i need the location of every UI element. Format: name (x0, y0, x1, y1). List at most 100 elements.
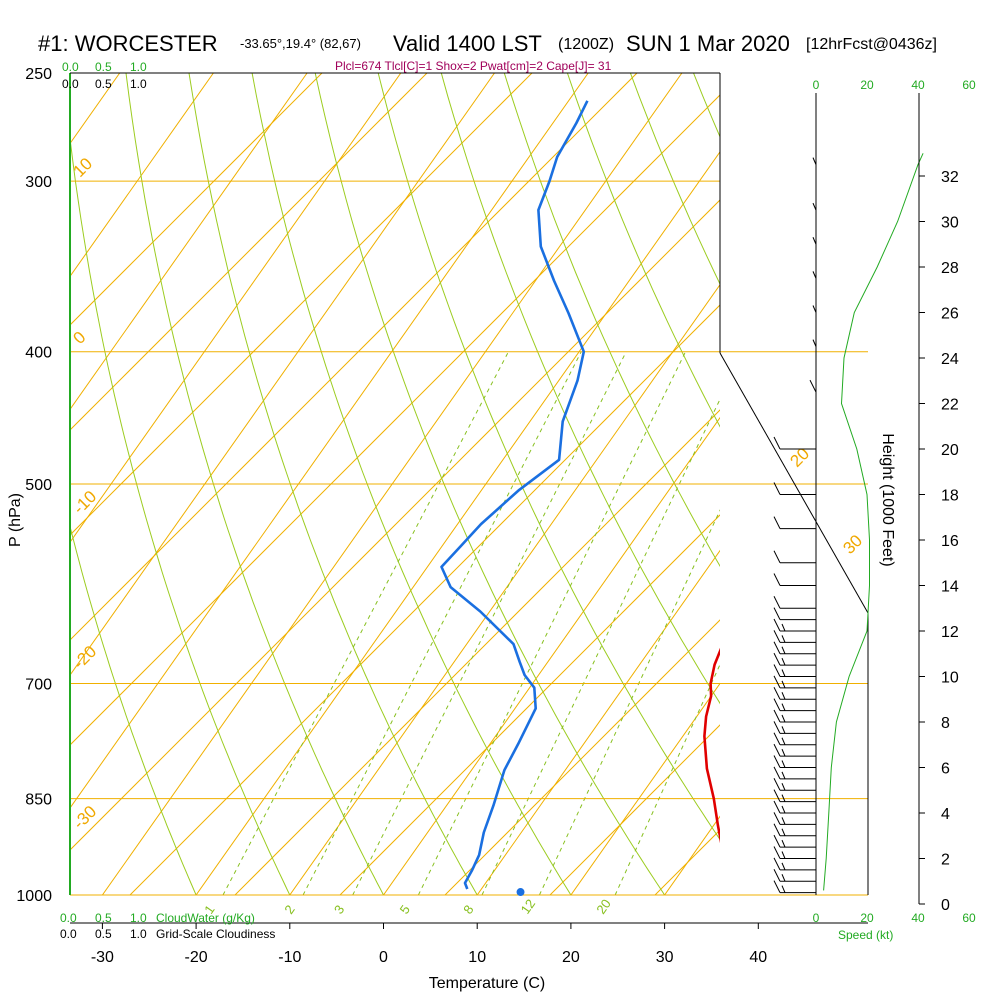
isotherm-cross-line (444, 619, 720, 895)
cloud-water-tick: 0.0 (62, 60, 79, 74)
isotherm-cross-line (70, 73, 323, 326)
wind-barb (773, 596, 816, 609)
wind-barb-half-feather (781, 623, 786, 632)
station-title: #1: WORCESTER (38, 31, 218, 56)
speed-tick-label: 60 (962, 78, 976, 92)
cloudiness-legend: Grid-Scale Cloudiness (156, 927, 275, 941)
wind-barb-feather (773, 550, 781, 563)
wind-speed-line (823, 153, 924, 891)
height-tick-label: 26 (941, 306, 959, 323)
temperature-tick-label: -20 (185, 949, 208, 966)
dry-adiabat (503, 73, 720, 567)
wind-barb (773, 618, 816, 632)
mixing-ratio-line (222, 351, 509, 895)
cloudiness-tick: 0.0 (62, 77, 79, 91)
mixing-ratio-line (417, 351, 686, 895)
wind-barb (773, 607, 816, 621)
speed-tick-label: 40 (911, 911, 925, 925)
wind-barb-feather (773, 823, 781, 836)
wind-barb (773, 880, 816, 894)
isotherm-line (852, 73, 1000, 895)
wind-speed-profile (823, 153, 924, 891)
isotherm-line (476, 549, 720, 895)
dewpoint-surface-point (516, 888, 525, 897)
wind-barb (812, 202, 817, 211)
height-tick-label: 24 (941, 351, 959, 368)
height-tick-label: 8 (941, 715, 950, 732)
dry-adiabat (70, 134, 291, 895)
wind-barb-feather (773, 698, 781, 711)
mixing-ratio-labels: 1 2 3 5 8 12 20 (201, 896, 614, 916)
dry-adiabat (377, 73, 720, 841)
temperature-tick-label: -30 (91, 949, 114, 966)
temperature-tick-label: 20 (562, 949, 580, 966)
wind-barb-feather (773, 641, 781, 654)
wind-barb-feather (773, 880, 781, 893)
dry-adiabat (314, 73, 666, 895)
wind-barb-half-feather (781, 771, 786, 780)
wind-barb-feather (773, 652, 781, 666)
isotherm-label: 20 (786, 444, 813, 471)
isotherm-label: -30 (69, 802, 100, 833)
sounding-profiles (440, 100, 720, 897)
pressure-axis: 250 300 400 500 700 850 1000 (16, 66, 52, 905)
wind-barb-half-feather (781, 635, 786, 643)
isotherm-label: 0 (69, 328, 89, 348)
temperature-axis: -30 -20 -10 0 10 20 30 40 (91, 923, 767, 966)
wind-barb-feather (773, 709, 781, 723)
x-axis-title: Temperature (C) (429, 975, 545, 992)
speed-tick-label: 20 (860, 78, 874, 92)
wind-barb-feather (773, 778, 781, 791)
cloudiness-tick: 1.0 (130, 927, 147, 941)
wind-barb-half-feather (781, 805, 786, 814)
pressure-tick-label: 500 (25, 477, 52, 494)
isotherm-cross-line (549, 724, 720, 895)
pressure-tick-label: 700 (25, 677, 52, 694)
wind-barb-half-feather (781, 862, 786, 871)
temperature-line (703, 647, 720, 844)
valid-time: Valid 1400 LST (393, 31, 542, 56)
wind-barb-half-feather (812, 305, 817, 313)
speed-tick-label: 40 (911, 78, 925, 92)
wind-barb (773, 664, 816, 677)
height-tick-label: 4 (941, 806, 950, 823)
height-tick-label: 18 (941, 488, 959, 505)
cloud-water-tick: 0.5 (95, 60, 112, 74)
station-coords: -33.65°,19.4° (82,67) (240, 36, 361, 51)
wind-barb-half-feather (781, 794, 786, 802)
speed-ticks-top: 0 20 40 60 (813, 78, 976, 92)
wind-barbs (773, 157, 817, 894)
cloud-water-tick: 0.0 (60, 911, 77, 925)
wind-barb-feather (773, 857, 781, 871)
wind-barb-half-feather (812, 202, 817, 211)
wind-barb-feather (773, 618, 781, 632)
wind-barb-feather (809, 379, 817, 393)
dry-adiabat (70, 524, 197, 895)
wind-barb-half-feather (781, 839, 786, 848)
pressure-tick-label: 400 (25, 345, 52, 362)
wind-barb (812, 271, 817, 279)
cloud-ticks-bottom: 0.0 0.5 1.0 CloudWater (g/Kg) 0.0 0.5 1.… (60, 911, 275, 941)
dewpoint-line (440, 100, 589, 890)
cloud-water-tick: 1.0 (130, 60, 147, 74)
wind-barb (773, 834, 816, 848)
cloud-water-tick: 0.5 (95, 911, 112, 925)
wind-barb (773, 516, 816, 530)
wind-barb (812, 305, 817, 313)
y-axis-title: P (hPa) (7, 493, 24, 547)
wind-barb (812, 157, 817, 165)
isotherm-label: -10 (69, 487, 100, 518)
wind-barb-feather (773, 687, 781, 700)
wind-barb-half-feather (781, 703, 786, 711)
wind-barb-feather (773, 721, 781, 734)
wind-barb-feather (773, 630, 781, 643)
wind-barb (773, 846, 816, 859)
mixing-ratio-label: 12 (518, 896, 539, 916)
wind-barb-half-feather (781, 874, 786, 882)
wind-barb-feather (773, 607, 781, 620)
temperature-tick-label: 40 (749, 949, 767, 966)
wind-barb-feather (773, 834, 781, 848)
wind-barb (773, 641, 816, 655)
height-tick-label: 16 (941, 533, 959, 550)
cloudiness-tick: 0.0 (60, 927, 77, 941)
